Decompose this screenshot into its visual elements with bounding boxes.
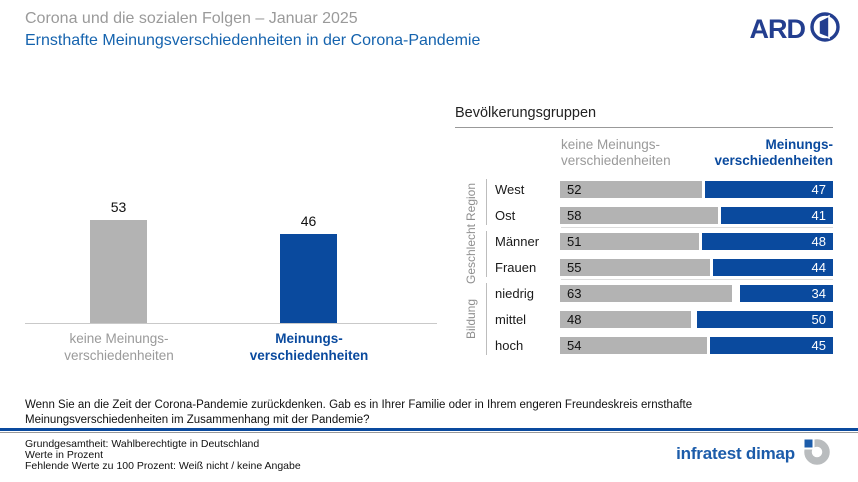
label-meinungs: Meinungs- verschiedenheiten [249,331,369,363]
group-geschlecht: Geschlecht Männer 51 48 Frauen 55 44 [455,224,833,284]
meinungs-bar: 41 [721,206,833,224]
row-label: niedrig [495,285,535,301]
survey-question: Wenn Sie an die Zeit der Corona-Pandemie… [25,399,693,426]
bar-track: 52 47 [560,180,833,198]
bar-keine-value: 53 [110,199,127,216]
table-row: Männer 51 48 [487,228,833,254]
table-row: mittel 48 50 [487,306,833,332]
group-label-cell: Region [455,179,487,225]
group-label: Bildung [463,298,478,340]
row-label: mittel [495,311,527,327]
group-rows: niedrig 63 34 mittel 48 50 hoch 54 45 [487,280,833,358]
pretitle: Corona und die sozialen Folgen – Januar … [25,10,358,27]
bar-track: 58 41 [560,206,833,224]
keine-bar: 54 [560,336,708,354]
keine-bar: 55 [560,258,711,276]
table-row: hoch 54 45 [487,332,833,358]
table-row: Ost 58 41 [487,202,833,228]
bar-track: 54 45 [560,336,833,354]
title-underline [455,127,833,128]
bar-meinungs [280,233,337,323]
group-label: Region [463,182,478,222]
group-label: Geschlecht [463,223,478,285]
meinungs-bar: 34 [740,284,833,302]
footnote-line: Fehlende Werte zu 100 Prozent: Weiß nich… [25,460,301,472]
row-label: Frauen [495,259,537,275]
bar-keine-wrap: 53 [90,199,147,323]
bar-keine [90,220,147,323]
footnotes: Grundgesamtheit: Wahlberechtigte in Deut… [25,439,301,472]
header-meinungs: Meinungs- verschiedenheiten [714,137,833,168]
header: Corona und die sozialen Folgen – Januar … [25,8,725,52]
bar-track: 51 48 [560,232,833,250]
meinungs-bar: 48 [701,232,833,250]
meinungs-bar: 44 [712,258,833,276]
ard-one-circle-icon [808,10,842,49]
column-chart: 53 46 keine Meinungs- verschiedenheiten … [25,180,437,380]
bar-meinungs-wrap: 46 [280,213,337,323]
column-headers: keine Meinungs- verschiedenheiten Meinun… [455,137,833,169]
table-row: West 52 47 [487,176,833,202]
keine-bar: 52 [560,180,702,198]
group-region: Region West 52 47 Ost 58 41 [455,176,833,228]
infratest-dimap-icon [803,438,830,470]
bar-track: 48 50 [560,310,833,328]
missing-gap [732,285,740,302]
row-label: West [495,181,525,197]
column-chart-plot: 53 46 [25,180,437,324]
infratest-dimap-text: infratest dimap [676,444,795,463]
group-bildung: Bildung niedrig 63 34 mittel 48 50 hoch 54 45 [455,279,833,358]
group-rows: West 52 47 Ost 58 41 [487,176,833,228]
row-label: Ost [495,207,516,223]
ard-logo: ARD [750,10,843,49]
header-keine: keine Meinungs- verschiedenheiten [561,137,671,168]
table-row: Frauen 55 44 [487,254,833,280]
meinungs-bar: 45 [710,336,833,354]
group-rows: Männer 51 48 Frauen 55 44 [487,228,833,280]
page-title: Ernsthafte Meinungsverschiedenheiten in … [25,32,481,49]
keine-bar: 48 [560,310,692,328]
separator-blue-line [0,428,858,431]
keine-bar: 51 [560,232,700,250]
group-label-cell: Geschlecht [455,224,487,284]
separator-gray-line [0,432,858,433]
keine-bar: 58 [560,206,719,224]
ard-logo-text: ARD [749,14,806,44]
bar-track: 63 34 [560,284,833,302]
meinungs-bar: 50 [696,310,833,328]
row-label: Männer [495,233,540,249]
population-groups-rows: Region West 52 47 Ost 58 41 Geschlecht Männer 51 4… [455,176,833,358]
keine-bar: 63 [560,284,732,302]
footnote-line: Grundgesamtheit: Wahlberechtigte in Deut… [25,438,260,450]
label-keine: keine Meinungs- verschiedenheiten [64,331,174,363]
footer-separator [0,428,858,433]
column-chart-labels: keine Meinungs- verschiedenheiten Meinun… [25,330,437,370]
bar-meinungs-value: 46 [300,212,317,229]
group-label-cell: Bildung [455,283,487,355]
meinungs-bar: 47 [704,180,833,198]
population-groups-title: Bevölkerungsgruppen [455,105,597,121]
bar-track: 55 44 [560,258,833,276]
infratest-dimap-logo: infratest dimap [676,438,830,470]
population-groups-panel: Bevölkerungsgruppen keine Meinungs- vers… [455,105,833,358]
footnote-line: Werte in Prozent [25,449,104,461]
table-row: niedrig 63 34 [487,280,833,306]
row-label: hoch [495,337,524,353]
